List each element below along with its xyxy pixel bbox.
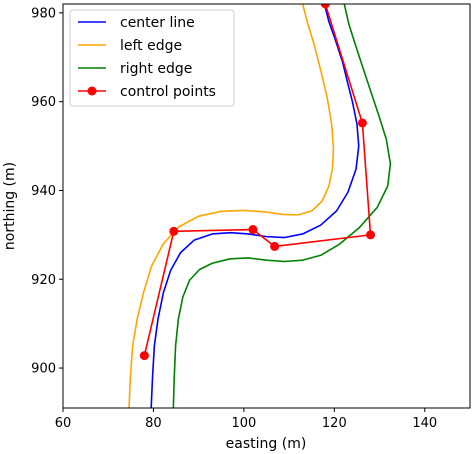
y-axis-label: northing (m): [2, 162, 18, 250]
y-tick-label: 960: [31, 95, 56, 110]
control-point-marker: [357, 118, 367, 128]
control-point-marker: [169, 226, 179, 236]
legend-label-right-edge: right edge: [120, 61, 192, 77]
legend-marker-control-points: [87, 86, 97, 96]
control-point-marker: [366, 230, 376, 240]
legend-label-center-line: center line: [120, 15, 195, 31]
x-tick-label: 100: [231, 416, 256, 431]
y-tick-label: 920: [31, 273, 56, 288]
series-line-right-edge: [172, 4, 392, 408]
y-axis-ticks: 900 920 940 960 980: [31, 6, 63, 377]
control-point-marker: [139, 351, 149, 361]
plot-frame: [62, 3, 471, 409]
control-point-marker: [270, 241, 280, 251]
y-tick-label: 980: [31, 6, 56, 21]
control-point-marker: [248, 225, 258, 235]
x-tick-label: 120: [322, 416, 347, 431]
x-tick-label: 80: [145, 416, 162, 431]
y-tick-label: 940: [31, 184, 56, 199]
series-line-center-line: [150, 4, 360, 408]
y-tick-label: 900: [31, 362, 56, 377]
x-tick-label: 60: [55, 416, 72, 431]
x-axis-ticks: 60 80 100 120 140: [55, 408, 437, 431]
legend: center line left edge right edge control…: [69, 9, 235, 107]
x-axis-label: easting (m): [226, 436, 307, 452]
control-point-marker: [320, 4, 330, 9]
series-layer: [128, 4, 392, 408]
series-line-left-edge: [128, 4, 335, 408]
legend-label-left-edge: left edge: [120, 38, 182, 54]
legend-frame: [69, 9, 235, 107]
x-tick-label: 140: [412, 416, 437, 431]
legend-label-control-points: control points: [120, 84, 216, 100]
